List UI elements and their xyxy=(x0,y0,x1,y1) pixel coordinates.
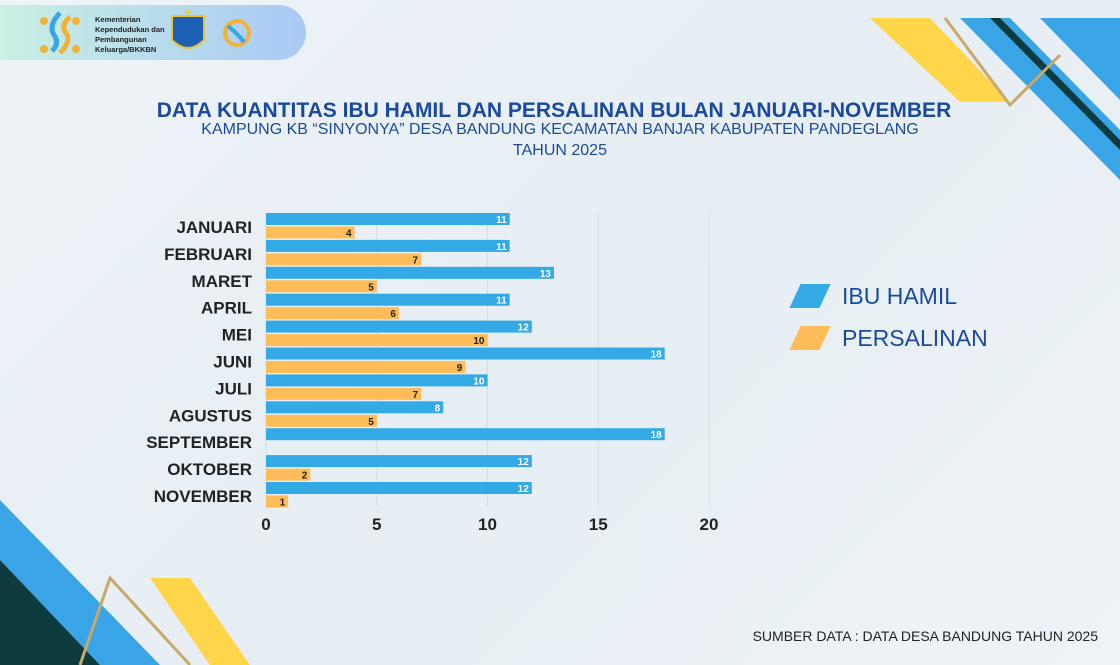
bar-persalinan xyxy=(266,307,399,320)
source-note: SUMBER DATA : DATA DESA BANDUNG TAHUN 20… xyxy=(752,628,1098,644)
category-label: APRIL xyxy=(201,299,252,318)
bkkbn-logo-icon xyxy=(40,11,80,55)
category-label: FEBRUARI xyxy=(164,245,252,264)
category-label: JUNI xyxy=(213,353,252,372)
x-tick-label: 20 xyxy=(700,515,719,534)
data-label: 11 xyxy=(496,215,507,226)
regency-emblem-icon xyxy=(171,8,205,49)
chart-subtitle-year: TAHUN 2025 xyxy=(513,142,607,159)
bar-ibu-hamil xyxy=(266,320,532,333)
data-label: 5 xyxy=(368,282,374,293)
bar-ibu-hamil xyxy=(266,266,554,279)
data-label: 13 xyxy=(540,269,552,280)
x-tick-label: 0 xyxy=(261,515,270,534)
data-label: 7 xyxy=(412,255,418,266)
category-label: JANUARI xyxy=(176,218,252,237)
x-tick-label: 15 xyxy=(589,515,608,534)
legend-label-persalinan: PERSALINAN xyxy=(842,325,988,351)
chart-subtitle: KAMPUNG KB “SINYONYA” DESA BANDUNG KECAM… xyxy=(201,121,919,138)
data-label: 12 xyxy=(518,323,530,334)
x-tick-label: 5 xyxy=(372,515,381,534)
bar-ibu-hamil xyxy=(266,347,665,360)
data-label: 6 xyxy=(390,309,396,320)
data-label: 12 xyxy=(518,457,530,468)
bar-persalinan xyxy=(266,387,422,400)
data-label: 5 xyxy=(368,417,374,428)
category-label: MARET xyxy=(192,272,253,291)
bar-ibu-hamil xyxy=(266,374,488,387)
logo-text: Kementerian Kependudukan dan Pembangunan… xyxy=(95,15,165,54)
bar-persalinan xyxy=(266,226,355,239)
data-label: 10 xyxy=(473,376,485,387)
header-logo-bar: Kementerian Kependudukan dan Pembangunan… xyxy=(0,5,306,60)
data-label: 9 xyxy=(457,363,463,374)
bar-persalinan xyxy=(266,414,377,427)
x-tick-label: 10 xyxy=(478,515,497,534)
data-label: 2 xyxy=(302,471,308,482)
category-label: NOVEMBER xyxy=(154,487,252,506)
bar-ibu-hamil xyxy=(266,482,532,494)
data-label: 10 xyxy=(473,336,485,347)
category-label: MEI xyxy=(222,326,252,345)
bar-persalinan xyxy=(266,253,422,266)
category-label: JULI xyxy=(215,379,252,398)
bar-ibu-hamil xyxy=(266,239,510,252)
legend-label-ibu-hamil: IBU HAMIL xyxy=(842,283,958,309)
data-label: 12 xyxy=(518,484,530,495)
bar-persalinan xyxy=(266,468,311,481)
bar-ibu-hamil xyxy=(266,455,532,468)
bar-ibu-hamil xyxy=(266,213,510,225)
bar-persalinan xyxy=(266,495,289,508)
bar-ibu-hamil xyxy=(266,293,510,306)
category-label: SEPTEMBER xyxy=(146,433,252,452)
data-label: 11 xyxy=(496,296,507,307)
balai-kb-logo-icon xyxy=(223,19,251,47)
bar-persalinan xyxy=(266,334,488,347)
category-label: OKTOBER xyxy=(167,460,252,479)
data-label: 4 xyxy=(346,229,352,240)
bar-ibu-hamil xyxy=(266,428,665,441)
data-label: 18 xyxy=(651,350,663,361)
data-label: 11 xyxy=(496,242,507,253)
data-label: 7 xyxy=(412,390,418,401)
data-label: 8 xyxy=(435,403,441,414)
data-label: 18 xyxy=(651,430,663,441)
bar-persalinan xyxy=(266,280,377,293)
bar-ibu-hamil xyxy=(266,401,444,414)
bar-persalinan xyxy=(266,361,466,373)
category-label: AGUSTUS xyxy=(169,406,252,425)
data-label: 1 xyxy=(280,498,286,509)
chart-title: DATA KUANTITAS IBU HAMIL DAN PERSALINAN … xyxy=(156,99,952,122)
